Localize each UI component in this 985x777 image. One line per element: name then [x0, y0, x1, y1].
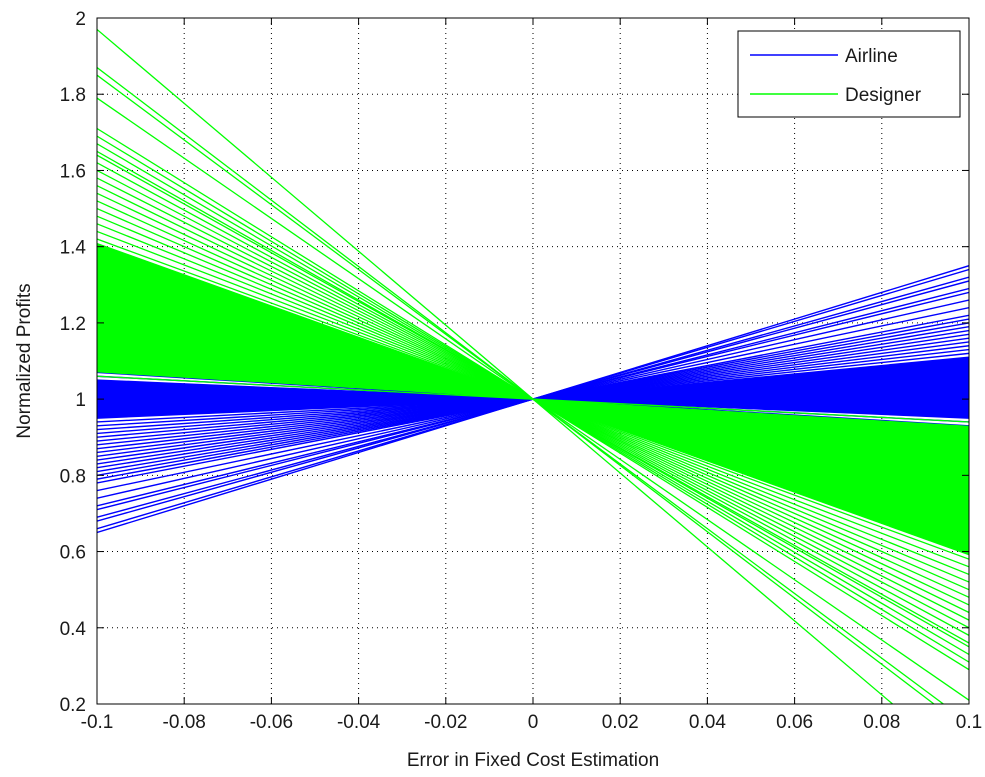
y-tick-label: 2	[75, 9, 86, 30]
designer-band-right	[533, 399, 969, 556]
legend-label-airline: Airline	[845, 46, 898, 67]
y-tick-label: 1.4	[60, 238, 87, 259]
x-tick-label: 0.08	[863, 712, 900, 733]
y-tick-label: 0.8	[60, 466, 86, 487]
x-tick-label: 0.1	[956, 712, 982, 733]
x-tick-label: -0.1	[81, 712, 114, 733]
x-tick-label: -0.06	[250, 712, 293, 733]
legend: Airline Designer	[737, 30, 961, 118]
series-designer	[97, 28, 969, 704]
designer-band-left	[97, 242, 533, 400]
legend-box	[737, 30, 961, 118]
y-tick-label: 0.6	[60, 543, 86, 564]
x-tick-label: 0.02	[602, 712, 639, 733]
y-axis-label: Normalized Profits	[14, 283, 35, 438]
y-tick-label: 1.2	[60, 314, 86, 335]
ticks	[96, 17, 970, 705]
y-tick-label: 1.6	[60, 161, 86, 182]
y-tick-label: 1.8	[60, 85, 86, 106]
x-tick-label: -0.02	[424, 712, 467, 733]
x-tick-label: 0.04	[689, 712, 726, 733]
y-tick-label: 1	[75, 390, 86, 411]
x-tick-label: -0.08	[163, 712, 206, 733]
x-tick-label: 0	[528, 712, 539, 733]
x-axis-label: Error in Fixed Cost Estimation	[407, 750, 659, 771]
x-tick-label: -0.04	[337, 712, 381, 733]
plot-lines	[97, 28, 969, 704]
legend-label-designer: Designer	[845, 85, 922, 106]
tick-labels: -0.1 -0.08 -0.06 -0.04 -0.02 0 0.02 0.04 0.06 0.0…	[60, 9, 983, 733]
designer-line	[97, 375, 969, 423]
y-tick-label: 0.4	[60, 619, 87, 640]
y-tick-label: 0.2	[60, 695, 86, 716]
x-tick-label: 0.06	[776, 712, 813, 733]
